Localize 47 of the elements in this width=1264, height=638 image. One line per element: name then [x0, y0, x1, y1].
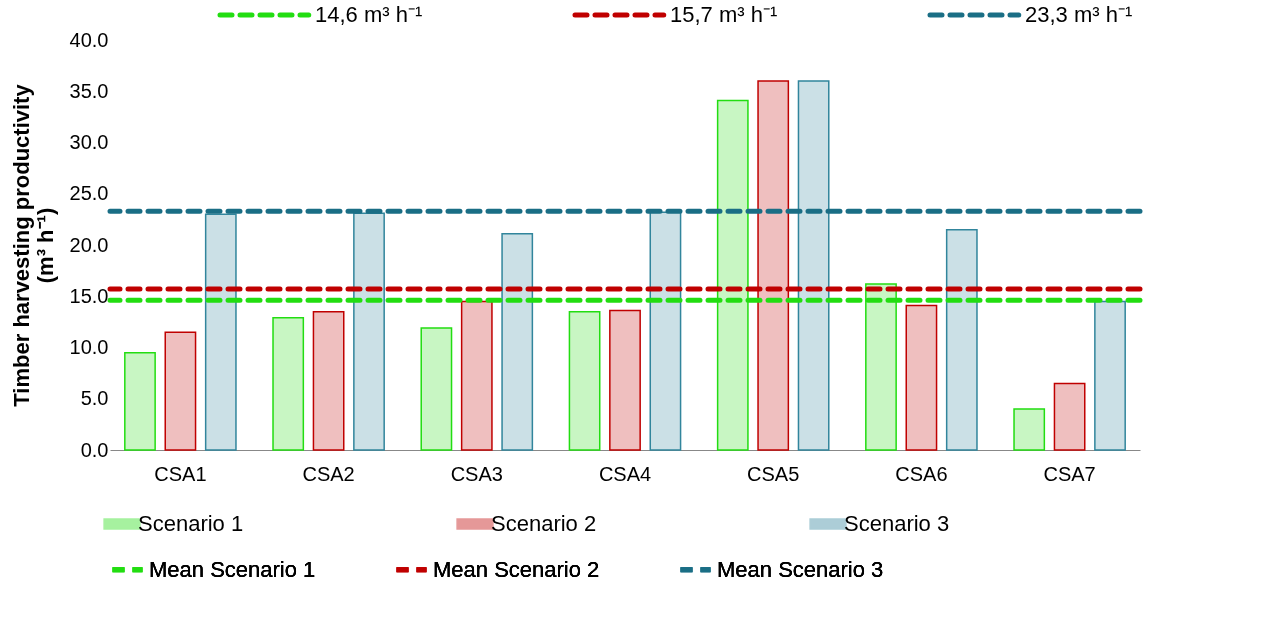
- bar: [164, 331, 197, 451]
- bar: [609, 309, 641, 451]
- bar: [865, 283, 897, 451]
- y-tick-label: 15.0: [69, 284, 109, 307]
- legend-label: Mean Scenario 2: [433, 556, 600, 582]
- bar: [460, 300, 493, 451]
- bar: [353, 212, 385, 451]
- y-tick-label: 10.0: [69, 336, 109, 358]
- legend-label: Scenario 3: [844, 511, 950, 536]
- bar: [716, 99, 749, 451]
- bar: [568, 310, 601, 451]
- bar: [1013, 408, 1046, 451]
- x-tick-label: CSA3: [450, 462, 503, 485]
- y-tick-label: 40.0: [69, 28, 109, 51]
- x-tick-label: CSA1: [154, 462, 207, 485]
- text: 23,3 m³ h⁻¹: [1025, 2, 1133, 27]
- legend-label: Mean Scenario 3: [717, 556, 884, 582]
- bar: [797, 80, 830, 451]
- text: 15,7 m³ h⁻¹: [670, 2, 778, 27]
- bar: [124, 351, 156, 451]
- bar: [204, 213, 237, 451]
- x-tick-label: CSA6: [895, 462, 948, 485]
- y-tick-label: 25.0: [69, 182, 109, 205]
- y-axis-title: Timber harvesting productivity (m³ h⁻¹): [8, 83, 58, 407]
- bar: [312, 310, 345, 451]
- y-tick-label: 5.0: [80, 387, 109, 410]
- bar: [945, 228, 978, 451]
- bar: [757, 80, 790, 451]
- x-tick-label: CSA2: [302, 462, 355, 485]
- bar: [649, 211, 682, 451]
- y-tick-label: 0.0: [80, 438, 109, 461]
- bar: [420, 327, 453, 451]
- bar: [1094, 300, 1126, 451]
- x-tick-label: CSA4: [598, 462, 652, 485]
- legend-label: Scenario 1: [138, 511, 244, 536]
- bar: [905, 304, 938, 451]
- bar: [501, 232, 534, 451]
- bar: [272, 317, 305, 451]
- y-tick-label: 35.0: [69, 79, 109, 102]
- x-tick-label: CSA5: [747, 462, 800, 485]
- y-tick-label: 20.0: [69, 233, 109, 256]
- legend-label: Scenario 2: [491, 511, 597, 536]
- y-tick-label: 30.0: [69, 131, 109, 153]
- bar: [1053, 382, 1086, 451]
- x-tick-label: CSA7: [1043, 462, 1096, 485]
- legend-label: Mean Scenario 1: [149, 556, 316, 582]
- text: 14,6 m³ h⁻¹: [315, 2, 423, 27]
